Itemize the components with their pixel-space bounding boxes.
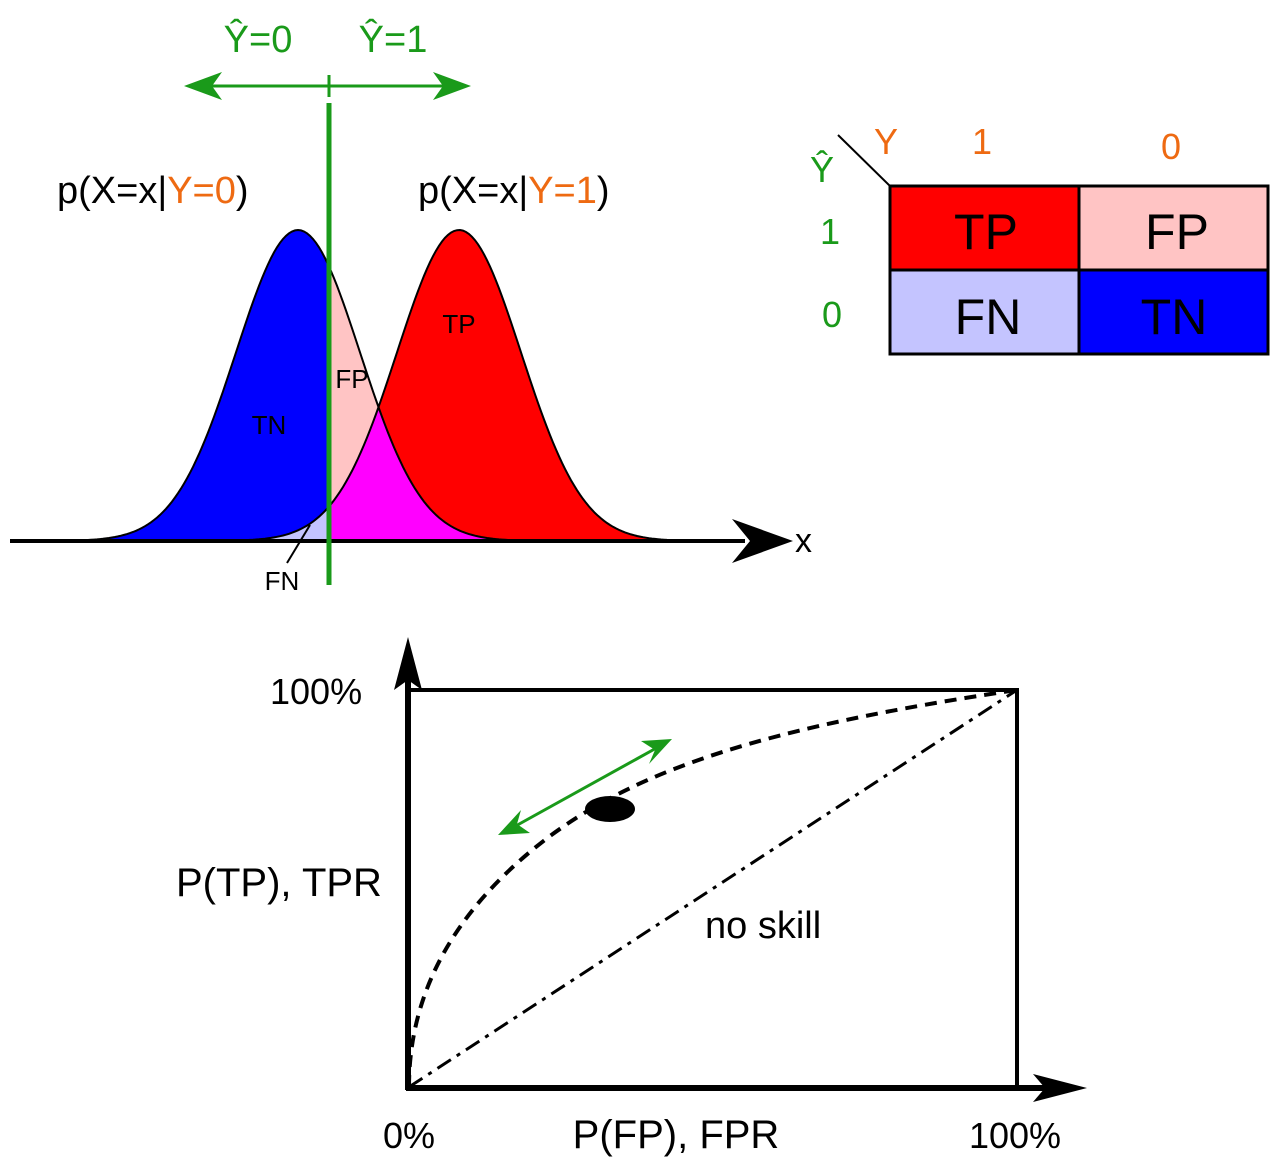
y-top-label: 100% bbox=[270, 671, 362, 712]
cell-fn-label: FN bbox=[955, 289, 1022, 345]
tn-label: TN bbox=[252, 410, 287, 440]
x-axis-arrowhead bbox=[732, 519, 793, 563]
operating-point-shift-arrow bbox=[511, 744, 661, 830]
row-label-0: 0 bbox=[822, 294, 842, 335]
cell-fp-label: FP bbox=[1145, 204, 1209, 260]
actual-header: Y bbox=[874, 121, 898, 162]
x-axis-label: x bbox=[795, 522, 812, 560]
roc-curve bbox=[407, 688, 1018, 1088]
threshold-label-right: Ŷ=1 bbox=[359, 18, 428, 61]
shift-arrow-up-icon bbox=[641, 739, 672, 764]
positive-distribution-title: p(X=x|Y=1) bbox=[418, 170, 610, 212]
cell-tp-label: TP bbox=[954, 204, 1018, 260]
cell-tn bbox=[1077, 268, 1270, 356]
tn-region bbox=[10, 230, 329, 541]
roc-x-arrowhead bbox=[1033, 1074, 1087, 1102]
arrow-right-icon bbox=[433, 72, 471, 100]
y-axis-label: P(TP), TPR bbox=[176, 861, 382, 905]
roc-plot: 100% P(TP), TPR 0% P(FP), FPR 100% no sk… bbox=[176, 637, 1087, 1157]
no-skill-diagonal bbox=[408, 688, 1018, 1089]
x-axis-label: P(FP), FPR bbox=[573, 1113, 780, 1157]
distribution-panel: x Ŷ=0 Ŷ=1 p(X=x|Y=0) p(X=x|Y=1) TN FP TP… bbox=[10, 18, 812, 596]
cell-tn-label: TN bbox=[1141, 289, 1208, 345]
matrix-corner-divider bbox=[837, 134, 891, 187]
x-right-label: 100% bbox=[969, 1115, 1061, 1156]
confusion-matrix: Ŷ Y 1 0 1 0 TP FP FN TN bbox=[810, 121, 1270, 356]
arrow-left-icon bbox=[184, 72, 222, 100]
negative-distribution-title: p(X=x|Y=0) bbox=[57, 170, 249, 212]
roc-y-arrowhead bbox=[394, 637, 422, 690]
col-label-0: 0 bbox=[1161, 126, 1181, 167]
cell-tp bbox=[888, 184, 1081, 272]
fn-label: FN bbox=[265, 566, 300, 596]
tp-label: TP bbox=[442, 309, 475, 339]
cell-fp bbox=[1077, 184, 1270, 272]
pred-header: Ŷ bbox=[810, 149, 834, 190]
x-left-label: 0% bbox=[383, 1115, 435, 1156]
threshold-label-left: Ŷ=0 bbox=[224, 18, 293, 61]
fp-label: FP bbox=[335, 364, 368, 394]
fn-region bbox=[10, 506, 329, 541]
fn-leader-line bbox=[286, 524, 311, 564]
tp-region bbox=[329, 230, 745, 541]
operating-point[interactable] bbox=[585, 796, 635, 822]
no-skill-label: no skill bbox=[705, 905, 821, 947]
overlap-region bbox=[329, 230, 745, 541]
shift-arrow-down-icon bbox=[498, 810, 530, 835]
row-label-1: 1 bbox=[820, 211, 840, 252]
col-label-1: 1 bbox=[972, 121, 992, 162]
